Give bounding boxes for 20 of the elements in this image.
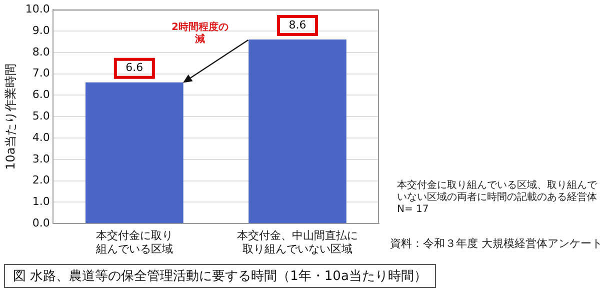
data-label: 8.6 xyxy=(288,18,306,32)
y-tick-label: 9.0 xyxy=(32,24,50,37)
x-tick-label: 本交付金に取り組んでいる区域 xyxy=(94,229,173,256)
y-tick-label: 3.0 xyxy=(32,152,50,166)
y-tick-label: 2.0 xyxy=(32,174,50,187)
y-tick-label: 8.0 xyxy=(32,45,50,58)
x-tick-label: 本交付金、中山間直払に取り組んでいない区域 xyxy=(236,229,358,256)
y-tick-label: 5.0 xyxy=(32,109,50,122)
data-label: 6.6 xyxy=(126,61,144,74)
y-tick-label: 6.0 xyxy=(32,88,50,102)
text: 資料：令和３年度 大規模経営体アンケート xyxy=(390,237,600,250)
text: 図 水路、農道等の保全管理活動に要する時間（1年・10a当たり時間） xyxy=(4,264,436,288)
text: 本交付金に取り組んでいる区域、取り組んでいない区域の両者に時間の記載のある経営体 N= 17 xyxy=(397,180,597,216)
y-tick-label: 7.0 xyxy=(32,66,50,80)
y-tick-label: 10.0 xyxy=(25,2,50,16)
y-tick-label: 4.0 xyxy=(32,130,50,144)
y-axis-title: 10a当たり作業時間 xyxy=(3,63,18,170)
annotation: 2時間程度の減 xyxy=(170,22,229,46)
y-tick-label: 1.0 xyxy=(32,195,50,208)
y-tick-label: 0.0 xyxy=(32,216,50,230)
